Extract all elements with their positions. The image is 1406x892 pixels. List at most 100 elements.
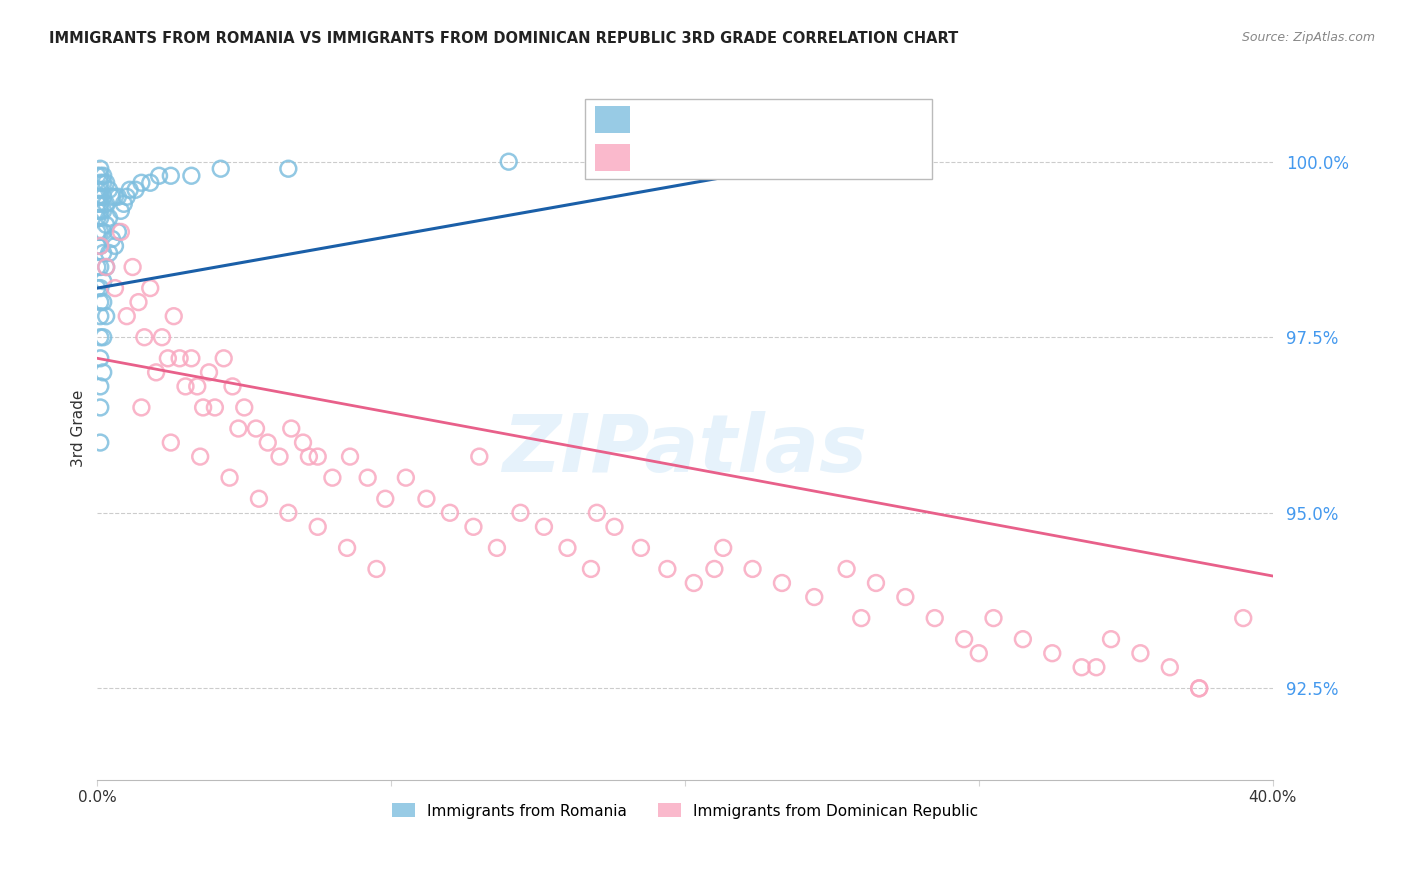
Point (711, 541, 734, 555)
Point (198, 365, 221, 379)
Point (91, 274, 114, 288)
Point (115, 190, 138, 204)
Point (110, 203, 132, 218)
Point (280, 421, 302, 435)
Point (1188, 681, 1211, 696)
Point (163, 309, 186, 323)
Point (307, 520, 329, 534)
Y-axis label: 3rd Grade: 3rd Grade (72, 390, 86, 467)
Point (121, 260, 143, 274)
Point (835, 562, 858, 576)
Point (89, 295, 111, 310)
Point (91, 176, 114, 190)
Point (101, 232, 124, 246)
Point (124, 183, 146, 197)
Point (1159, 660, 1181, 674)
Point (174, 379, 197, 393)
Point (218, 471, 240, 485)
Point (533, 520, 555, 534)
Point (91, 365, 114, 379)
Point (557, 541, 579, 555)
Point (277, 161, 299, 176)
Point (298, 450, 321, 464)
Point (107, 190, 129, 204)
Point (148, 169, 170, 183)
Point (112, 197, 135, 211)
Point (91, 190, 114, 204)
Point (630, 541, 652, 555)
Point (98, 246, 121, 260)
Point (1232, 611, 1254, 625)
Point (169, 351, 191, 366)
Point (703, 562, 725, 576)
Point (89, 401, 111, 415)
Point (851, 611, 873, 625)
Point (86, 203, 108, 218)
Point (180, 169, 202, 183)
Point (139, 281, 162, 295)
Point (89, 225, 111, 239)
Point (110, 225, 132, 239)
Point (96, 176, 118, 190)
Text: ZIPatlas: ZIPatlas (502, 410, 868, 489)
Point (127, 295, 149, 310)
Point (468, 450, 491, 464)
Point (91, 225, 114, 239)
Point (145, 365, 167, 379)
Point (96, 260, 118, 274)
Point (89, 435, 111, 450)
Point (256, 435, 278, 450)
Point (277, 506, 299, 520)
Point (415, 491, 437, 506)
Point (741, 562, 763, 576)
Point (89, 211, 111, 225)
Point (953, 632, 976, 647)
Point (86, 239, 108, 253)
Point (204, 401, 226, 415)
Point (485, 541, 508, 555)
Point (156, 351, 179, 366)
Point (89, 239, 111, 253)
Point (89, 161, 111, 176)
Point (104, 281, 127, 295)
Text: IMMIGRANTS FROM ROMANIA VS IMMIGRANTS FROM DOMINICAN REPUBLIC 3RD GRADE CORRELAT: IMMIGRANTS FROM ROMANIA VS IMMIGRANTS FR… (49, 31, 959, 46)
Point (91, 246, 114, 260)
Point (86, 197, 108, 211)
Point (395, 471, 418, 485)
Point (321, 471, 343, 485)
Point (498, 154, 520, 169)
Point (89, 183, 111, 197)
Legend: Immigrants from Romania, Immigrants from Dominican Republic: Immigrants from Romania, Immigrants from… (387, 797, 984, 824)
Point (247, 491, 270, 506)
Point (96, 197, 118, 211)
Point (1188, 681, 1211, 696)
Point (1040, 646, 1063, 660)
Point (98, 183, 121, 197)
Point (104, 190, 127, 204)
Point (374, 491, 396, 506)
Point (463, 520, 485, 534)
Point (89, 379, 111, 393)
Point (115, 309, 138, 323)
Point (89, 330, 111, 344)
Point (209, 161, 232, 176)
Point (307, 450, 329, 464)
Point (91, 203, 114, 218)
Point (89, 351, 111, 366)
Point (339, 450, 361, 464)
Text: Source: ZipAtlas.com: Source: ZipAtlas.com (1241, 31, 1375, 45)
Point (96, 260, 118, 274)
Point (673, 154, 696, 169)
Point (245, 421, 267, 435)
Point (118, 183, 141, 197)
Point (221, 379, 243, 393)
Point (159, 169, 181, 183)
Point (803, 590, 825, 604)
Point (89, 197, 111, 211)
Point (186, 379, 208, 393)
Point (233, 401, 256, 415)
Point (894, 590, 917, 604)
Point (134, 330, 156, 344)
Point (1129, 646, 1152, 660)
Point (89, 309, 111, 323)
